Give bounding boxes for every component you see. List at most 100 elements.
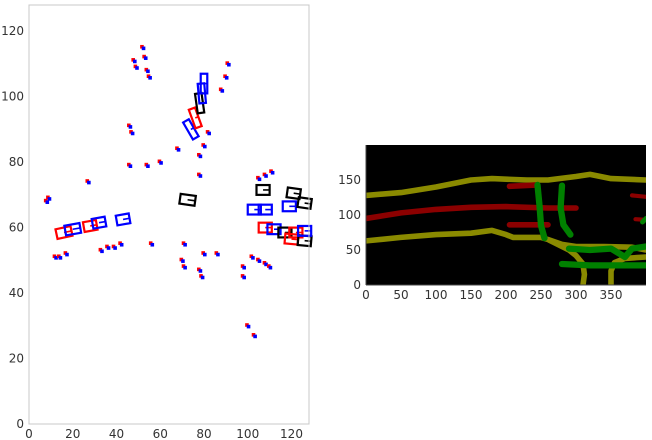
y-tick-label: 20: [9, 352, 24, 366]
x-tick-label: 20: [65, 427, 80, 440]
bounding-box: [257, 203, 273, 216]
detection-point-blue: [181, 259, 185, 263]
detection-point-blue: [159, 161, 163, 165]
crosswalk-line: [557, 182, 574, 238]
heading-indicator: [190, 127, 195, 131]
bounding-box: [181, 117, 201, 142]
detection-point-blue: [270, 170, 275, 175]
detection-point-blue: [224, 76, 229, 80]
crosswalk-line: [534, 181, 548, 242]
x-tick-label: 40: [109, 427, 124, 440]
heading-indicator: [291, 238, 299, 241]
crosswalk-line: [558, 260, 646, 269]
bounding-box: [178, 192, 198, 207]
lane-divider-line: [506, 182, 541, 190]
y-tick-label: 0: [353, 278, 361, 292]
axes-frame: [28, 4, 310, 425]
detection-point-blue: [183, 242, 187, 247]
heading-indicator: [187, 198, 196, 202]
x-tick-label: 60: [153, 427, 168, 440]
bounding-box: [281, 200, 297, 213]
y-tick-label: 50: [346, 243, 361, 257]
detection-point-blue: [133, 59, 137, 64]
detection-point-blue: [119, 242, 124, 247]
detection-point-blue: [203, 144, 207, 149]
road-boundary-line: [366, 171, 646, 199]
bounding-box: [90, 215, 108, 230]
detection-point-blue: [141, 46, 146, 51]
detection-point-blue: [257, 177, 262, 182]
detection-point-blue: [257, 259, 262, 263]
y-tick-label: 100: [1, 90, 24, 104]
detection-point-blue: [183, 265, 187, 270]
bounding-box: [285, 186, 303, 201]
detection-point-blue: [251, 256, 255, 260]
detection-point-blue: [128, 164, 133, 168]
detection-point-blue: [242, 275, 246, 280]
y-tick-label: 60: [9, 221, 24, 235]
bounding-box: [63, 221, 83, 237]
detection-point-blue: [100, 249, 104, 254]
heading-indicator: [304, 239, 312, 243]
bounding-box: [187, 106, 204, 130]
heading-indicator: [72, 227, 81, 231]
bounding-box: [296, 224, 313, 237]
x-tick-label: 150: [460, 288, 483, 302]
y-tick-label: 120: [1, 24, 24, 38]
lane-divider-line: [629, 193, 646, 199]
x-tick-label: 50: [393, 288, 408, 302]
bounding-box: [255, 183, 271, 196]
heading-indicator: [293, 192, 301, 195]
detection-point-blue: [54, 256, 58, 260]
heading-indicator: [122, 217, 130, 221]
x-tick-label: 0: [362, 288, 370, 302]
detection-point-blue: [65, 252, 69, 257]
map-background: [366, 145, 646, 285]
x-tick-label: 100: [236, 427, 259, 440]
detection-point-blue: [198, 269, 203, 273]
detection-point-blue: [58, 256, 63, 260]
y-tick-label: 40: [9, 286, 24, 300]
y-tick-label: 150: [338, 173, 361, 187]
detection-point-blue: [176, 148, 181, 152]
y-tick-label: 80: [9, 155, 24, 169]
y-tick-label: 100: [338, 208, 361, 222]
crosswalk-line: [565, 243, 646, 261]
bounding-box: [114, 212, 132, 227]
lane-divider-line: [366, 203, 579, 222]
detection-point-blue: [130, 131, 135, 136]
detection-point-blue: [200, 275, 205, 280]
detection-point-blue: [227, 62, 231, 67]
detection-point-blue: [246, 324, 251, 329]
detection-point-blue: [87, 180, 91, 185]
x-tick-label: 250: [530, 288, 553, 302]
heading-indicator: [98, 220, 106, 224]
heading-indicator: [194, 116, 199, 119]
x-tick-label: 80: [196, 427, 211, 440]
semantic-map-plot: 0 50 100 150 200 250 300 350 0 50 100 150: [338, 145, 646, 302]
detection-point-blue: [106, 246, 111, 250]
detection-point-blue: [113, 246, 117, 250]
heading-indicator: [304, 202, 312, 205]
detection-point-blue: [150, 242, 155, 247]
x-tick-label: 0: [25, 427, 33, 440]
detection-point-blue: [143, 56, 148, 60]
detection-point-blue: [207, 131, 211, 136]
detection-point-blue: [268, 265, 273, 270]
bounding-box: [296, 196, 314, 211]
bev-detection-plot: 0 20 40 60 80 100 120 0 20 40 60 80 100 120: [1, 4, 314, 440]
detection-point-blue: [203, 252, 207, 257]
detection-point-blue: [216, 252, 220, 257]
crosswalk-line: [640, 216, 646, 225]
detection-point-blue: [198, 154, 203, 159]
x-tick-label: 100: [425, 288, 448, 302]
x-tick-label: 300: [565, 288, 588, 302]
detection-point-blue: [128, 125, 133, 129]
map-layer: [366, 171, 646, 285]
road-boundary-line: [546, 237, 588, 285]
x-tick-label: 350: [600, 288, 623, 302]
detection-point-blue: [220, 89, 225, 93]
detection-point-blue: [264, 174, 268, 178]
detection-point-blue: [198, 174, 203, 178]
